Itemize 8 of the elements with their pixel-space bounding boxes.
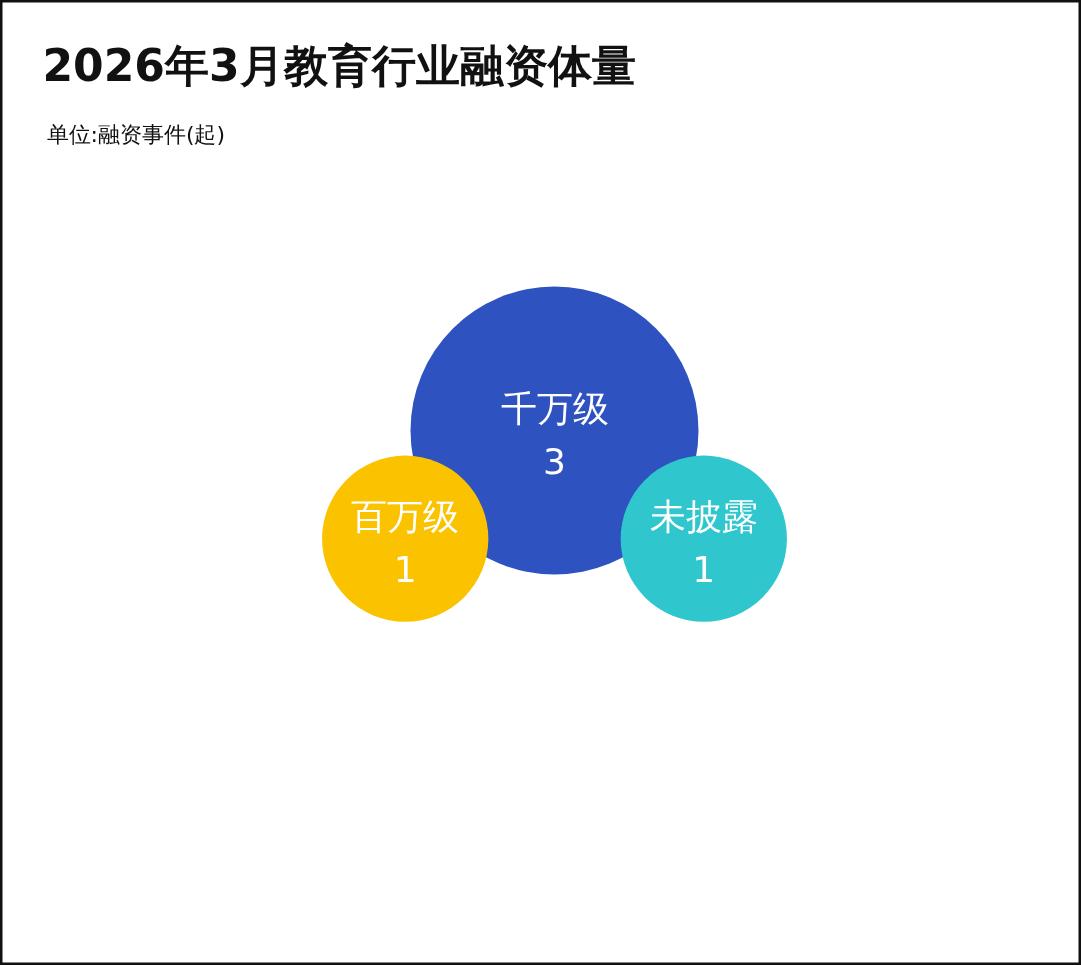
category-label: 千万级 (500, 388, 609, 429)
category-label: 百万级 (351, 496, 460, 538)
data-label: 1 (692, 548, 716, 590)
category-label: 未披露 (649, 496, 758, 538)
data-label: 3 (543, 440, 566, 482)
data-label: 1 (393, 548, 417, 590)
text: 2026年3月教育行业融资体量 (42, 39, 636, 91)
text: 单位:融资事件(起) (46, 121, 226, 147)
